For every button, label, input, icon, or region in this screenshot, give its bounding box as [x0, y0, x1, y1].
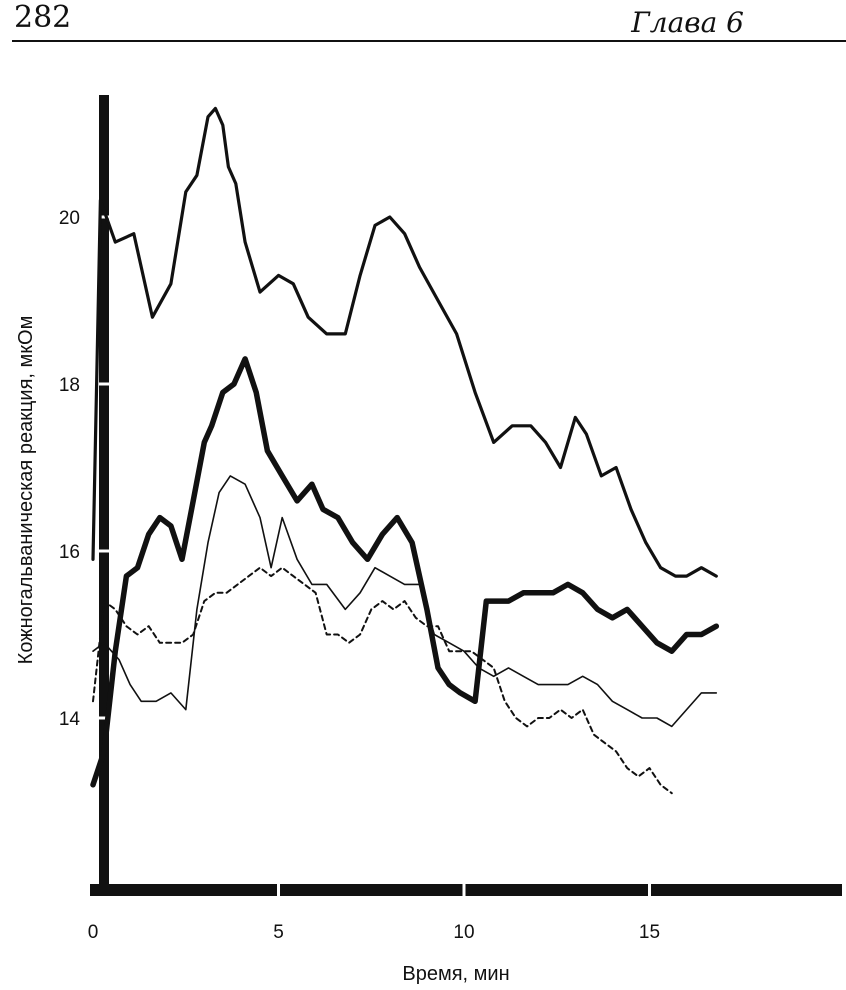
page-number: 282: [14, 0, 72, 35]
series-line-3: [92, 475, 718, 728]
y-tick-label: 14: [59, 709, 81, 730]
chapter-title: Глава 6: [631, 6, 744, 39]
chart-axes: [90, 95, 842, 897]
series-line-2: [90, 356, 720, 788]
y-axis-title: Кожногальваническая реакция, мкОм: [15, 316, 37, 665]
header-rule: [12, 40, 846, 42]
chart-series-layer: [90, 106, 720, 795]
y-tick-label: 16: [59, 542, 80, 563]
series-line-4: [92, 566, 673, 795]
chart-tick-layer: 0 5 10 15 14 16 18 20: [59, 208, 660, 943]
y-tick-label: 18: [59, 375, 80, 396]
x-axis-title: Время, мин: [402, 963, 509, 985]
series-line-1: [91, 106, 718, 578]
x-tick-label: 5: [273, 922, 284, 943]
x-tick-label: 10: [453, 922, 474, 943]
y-tick-label: 20: [59, 208, 80, 229]
x-tick-label: 15: [639, 922, 660, 943]
x-tick-label: 0: [88, 922, 99, 943]
